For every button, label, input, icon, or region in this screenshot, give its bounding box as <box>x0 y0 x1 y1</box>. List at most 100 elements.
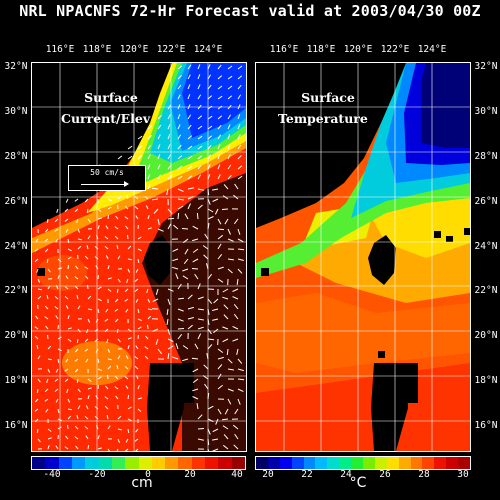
current-vector <box>197 174 202 180</box>
colorbar-tick: 24 <box>340 469 352 480</box>
current-vector <box>217 278 224 283</box>
colorbar-swatch <box>191 457 206 469</box>
current-vector <box>206 263 209 270</box>
current-vector <box>76 378 79 383</box>
colorbar-swatch <box>279 457 292 469</box>
current-vector <box>207 208 214 213</box>
current-vector <box>212 448 219 451</box>
current-vector <box>172 258 179 262</box>
lat-label: 18°N <box>474 375 498 386</box>
current-vector <box>95 348 99 353</box>
current-vector <box>74 348 79 353</box>
current-vector <box>187 145 193 150</box>
current-vector <box>167 175 173 180</box>
current-vector <box>47 368 51 373</box>
lat-label: 16°N <box>474 420 498 431</box>
current-vector <box>74 285 79 290</box>
current-vector <box>167 298 171 305</box>
current-vector <box>34 326 39 330</box>
current-vector <box>116 288 119 293</box>
current-vector <box>147 227 152 230</box>
current-vector <box>237 124 241 130</box>
current-vector <box>34 258 39 263</box>
current-vector <box>187 94 191 100</box>
current-vector <box>227 114 232 120</box>
current-vector <box>65 435 69 440</box>
current-vector <box>177 65 183 70</box>
current-vector <box>222 418 229 421</box>
current-vector <box>147 174 151 180</box>
current-vector <box>197 308 204 311</box>
current-vector <box>134 206 139 210</box>
current-vector <box>127 155 133 160</box>
current-vector <box>55 238 59 243</box>
current-vector <box>35 315 39 320</box>
current-vector <box>157 144 161 150</box>
current-vector <box>147 135 152 140</box>
lat-label: 32°N <box>4 61 28 72</box>
current-vector <box>212 318 219 321</box>
current-vector <box>217 253 223 260</box>
current-vector <box>227 174 232 180</box>
current-vector <box>97 435 100 440</box>
current-vector <box>215 418 219 425</box>
current-vector <box>187 155 193 160</box>
current-vector <box>77 328 81 333</box>
current-vector <box>217 408 222 415</box>
current-vector <box>207 198 211 205</box>
current-vector <box>95 235 99 240</box>
current-vector <box>94 256 99 260</box>
current-vector <box>127 418 132 422</box>
current-vector <box>46 378 49 383</box>
current-vector <box>34 248 39 252</box>
current-vector <box>237 258 244 261</box>
current-vector <box>64 218 69 222</box>
current-vector <box>197 188 205 191</box>
current-vector <box>94 338 99 342</box>
current-vector <box>114 235 119 240</box>
current-vector <box>197 164 202 170</box>
elevation-colorbar <box>31 456 246 470</box>
current-vector <box>97 358 100 364</box>
current-vector <box>222 326 229 330</box>
current-vector <box>187 104 191 110</box>
current-vector <box>233 444 239 450</box>
current-vector <box>217 75 223 80</box>
current-vector <box>125 438 129 443</box>
current-vector <box>217 85 223 90</box>
current-vector <box>36 268 39 273</box>
current-vector <box>104 318 109 322</box>
lat-label: 20°N <box>4 330 28 341</box>
current-vector <box>76 218 79 223</box>
current-vector <box>222 338 229 343</box>
current-vector <box>223 184 229 190</box>
current-vector <box>217 95 223 100</box>
current-vector <box>227 85 233 90</box>
current-vector <box>197 428 205 430</box>
current-vector <box>36 344 39 350</box>
current-vector <box>37 278 41 283</box>
current-vector <box>74 425 79 430</box>
current-vector <box>124 288 129 293</box>
current-vector <box>67 238 70 244</box>
current-vector <box>157 218 160 226</box>
current-vector <box>117 355 121 360</box>
current-vector <box>114 308 119 312</box>
temperature-colorbar <box>255 456 471 470</box>
current-vector <box>197 296 204 300</box>
current-vector <box>167 164 172 170</box>
current-vector <box>107 288 112 292</box>
current-vector <box>77 238 83 241</box>
current-vector <box>87 295 92 300</box>
current-vector <box>177 94 181 100</box>
current-vector <box>177 134 182 140</box>
colorbar-swatch <box>231 457 245 469</box>
current-vector <box>182 275 189 280</box>
current-vector <box>137 326 142 330</box>
current-vector <box>177 212 180 220</box>
lat-label: 24°N <box>474 241 498 252</box>
panel-title-current: Surface <box>76 87 146 108</box>
current-vector <box>84 348 89 352</box>
current-vector <box>183 258 189 265</box>
current-vector <box>127 145 133 150</box>
